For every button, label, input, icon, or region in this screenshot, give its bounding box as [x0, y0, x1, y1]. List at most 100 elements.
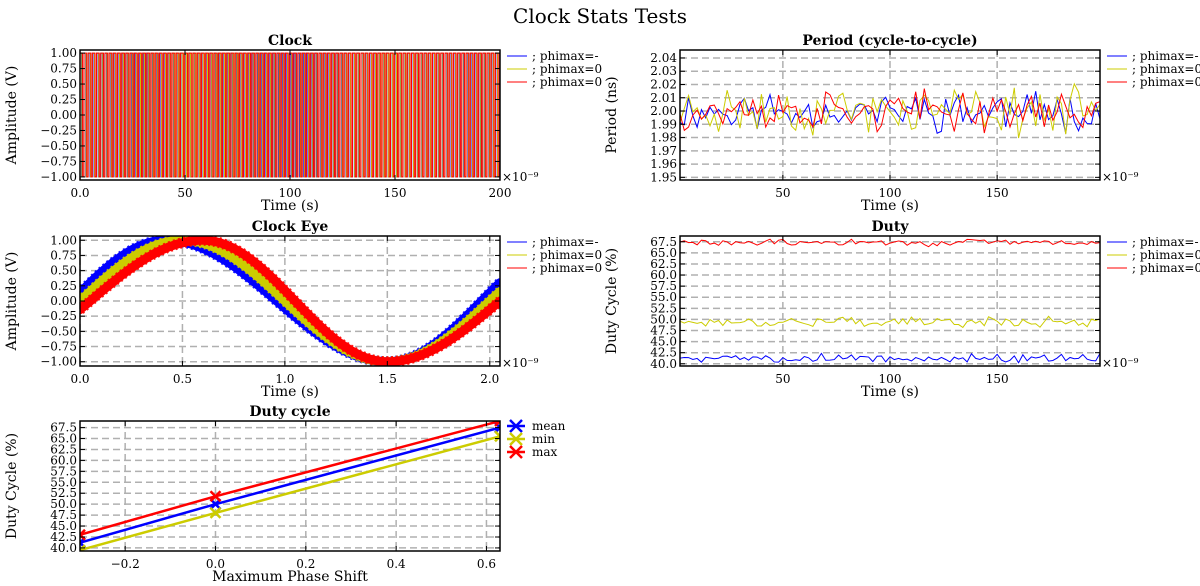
x-offset-label: ×10⁻⁹ [502, 170, 539, 184]
x-tick-label: 150 [384, 186, 407, 200]
y-tick-label: 57.5 [650, 279, 677, 293]
legend-label: ; phimax=0 [1132, 248, 1200, 262]
y-tick-label: 65.0 [50, 432, 77, 446]
grid [680, 236, 1100, 366]
x-tick-label: 2.0 [480, 372, 499, 386]
data-point-max [494, 421, 500, 427]
y-tick-label: 0.50 [50, 77, 77, 91]
y-tick-label: 0.50 [50, 264, 77, 278]
legend: ; phimax=-; phimax=0; phimax=0 [507, 49, 602, 89]
y-tick-label: 42.5 [50, 530, 77, 544]
y-tick-label: 52.5 [50, 486, 77, 500]
legend-item: max [507, 445, 558, 459]
x-tick-label: 100 [879, 372, 902, 386]
legend-label: ; phimax=0 [1132, 62, 1200, 76]
y-tick-label: 2.02 [650, 77, 677, 91]
y-tick-label: 42.5 [650, 346, 677, 360]
y-axis-label: Amplitude (V) [4, 252, 20, 352]
legend-label: ; phimax=- [532, 235, 599, 249]
y-tick-label: 50.0 [650, 312, 677, 326]
y-tick-label: 0.75 [50, 248, 77, 262]
y-tick-label: 1.95 [650, 170, 677, 184]
y-tick-label: −0.75 [40, 154, 77, 168]
y-tick-label: −0.25 [40, 123, 77, 137]
chart-duty: 40.042.545.047.550.052.555.057.560.062.5… [604, 219, 1200, 400]
y-tick-label: 50.0 [50, 497, 77, 511]
y-tick-label: 60.0 [50, 453, 77, 467]
x-axis-label: Time (s) [861, 198, 919, 214]
legend-label: ; phimax=0 [1132, 261, 1200, 275]
axes-title: Clock Eye [252, 219, 329, 235]
legend-label: min [532, 432, 555, 446]
x-axis-label: Time (s) [861, 384, 919, 400]
x-tick-label: 1.5 [378, 372, 397, 386]
x-tick-label: 150 [986, 186, 1009, 200]
series-group [680, 238, 1100, 364]
y-tick-label: 1.00 [50, 233, 77, 247]
y-tick-label: 47.5 [650, 324, 677, 338]
y-axis-label: Duty Cycle (%) [604, 248, 620, 354]
series-group [680, 82, 1100, 139]
y-tick-label: 0.00 [50, 108, 77, 122]
y-tick-label: 2.04 [650, 51, 677, 65]
axes-title: Duty cycle [249, 404, 330, 420]
legend: ; phimax=-; phimax=0; phimax=0 [1107, 49, 1200, 89]
y-tick-label: 52.5 [650, 301, 677, 315]
legend-label: ; phimax=- [532, 49, 599, 63]
x-tick-label: 0.0 [70, 372, 89, 386]
chart-period: 1.951.961.971.981.992.002.012.022.032.04… [604, 33, 1200, 214]
y-tick-label: 0.25 [50, 93, 77, 107]
y-tick-label: 1.97 [650, 144, 677, 158]
x-tick-label: 50 [775, 372, 790, 386]
legend-label: ; phimax=0 [532, 75, 602, 89]
legend-item: ; phimax=0 [1107, 62, 1200, 76]
y-axis-label: Period (ns) [604, 76, 620, 153]
y-tick-label: 2.03 [650, 64, 677, 78]
series-group [80, 236, 500, 366]
x-offset-label: ×10⁻⁹ [1102, 170, 1139, 184]
legend-label: max [532, 445, 558, 459]
data-point-min [494, 430, 500, 443]
y-tick-label: 55.0 [50, 475, 77, 489]
marker-stroke [494, 425, 500, 434]
x-tick-label: 0.4 [387, 557, 406, 571]
y-tick-label: 2.01 [650, 91, 677, 105]
y-tick-label: 47.5 [50, 508, 77, 522]
y-tick-label: 0.00 [50, 294, 77, 308]
legend-marker [509, 419, 523, 433]
y-tick-label: 62.5 [50, 442, 77, 456]
y-tick-label: 1.98 [650, 131, 677, 145]
legend-item: ; phimax=- [1107, 235, 1199, 249]
x-tick-label: 0.2 [296, 557, 315, 571]
x-tick-label: 100 [279, 186, 302, 200]
data-point-min [80, 544, 86, 551]
y-tick-label: 45.0 [650, 335, 677, 349]
y-tick-label: 55.0 [650, 290, 677, 304]
grid [80, 421, 500, 551]
legend-label: ; phimax=- [1132, 235, 1199, 249]
y-tick-label: 67.5 [650, 235, 677, 249]
chart-eye: −1.00−0.75−0.50−0.250.000.250.500.751.00… [4, 219, 602, 400]
axes-title: Period (cycle-to-cycle) [802, 33, 977, 49]
y-tick-label: −0.75 [40, 340, 77, 354]
y-tick-label: 57.5 [50, 464, 77, 478]
marker-stroke [209, 507, 222, 519]
legend-label: ; phimax=0 [1132, 75, 1200, 89]
legend-label: ; phimax=0 [532, 62, 602, 76]
legend-label: ; phimax=0 [532, 248, 602, 262]
axes-title: Clock [268, 33, 312, 49]
x-axis-label: Time (s) [261, 384, 319, 400]
legend-item: ; phimax=0 [1107, 75, 1200, 89]
legend-item: min [507, 432, 555, 446]
y-axis-label: Amplitude (V) [4, 66, 20, 166]
series-band-edge-2 [80, 236, 500, 366]
series-line-1 [680, 82, 1100, 139]
x-tick-label: 0.0 [206, 557, 225, 571]
x-axis-label: Time (s) [261, 198, 319, 214]
legend-item: ; phimax=0 [507, 75, 602, 89]
x-offset-label: ×10⁻⁹ [1102, 356, 1139, 370]
y-tick-label: 40.0 [650, 357, 677, 371]
x-tick-label: 100 [879, 186, 902, 200]
